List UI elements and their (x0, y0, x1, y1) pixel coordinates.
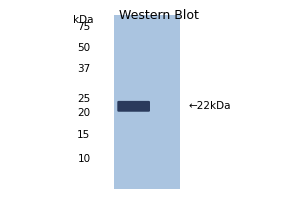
Text: 25: 25 (77, 94, 91, 104)
Text: ←22kDa: ←22kDa (189, 101, 231, 111)
Text: 75: 75 (77, 22, 91, 32)
Bar (114, 15, 180, 189)
Text: 50: 50 (77, 43, 91, 53)
Text: Western Blot: Western Blot (119, 9, 199, 22)
FancyBboxPatch shape (117, 101, 150, 112)
Text: kDa: kDa (73, 15, 94, 25)
Text: 20: 20 (77, 108, 91, 118)
Text: 15: 15 (77, 130, 91, 140)
Text: 10: 10 (77, 154, 91, 164)
Text: 37: 37 (77, 64, 91, 74)
